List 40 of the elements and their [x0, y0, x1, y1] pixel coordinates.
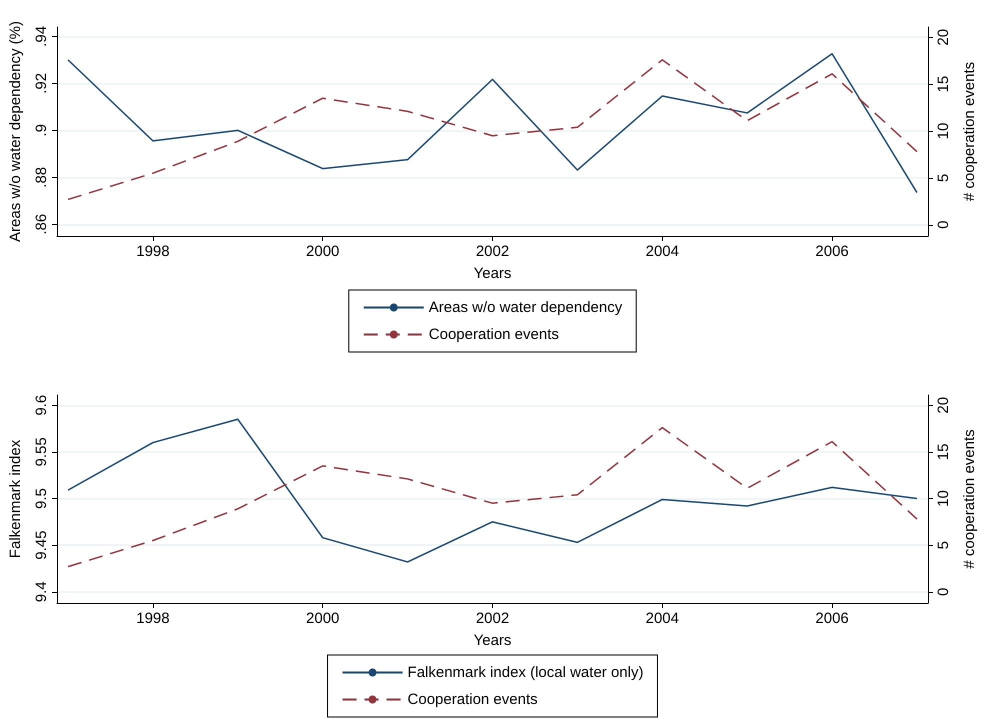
y-tick-label: 9.5	[33, 488, 50, 509]
x-tick-label: 2000	[306, 610, 340, 627]
x-tick-label: 1998	[136, 610, 170, 627]
x-tick-label: 2004	[646, 243, 679, 260]
legend-label: Falkenmark index (local water only)	[408, 664, 644, 681]
y2-axis-title: # cooperation events	[961, 429, 978, 569]
x-tick-label: 2002	[476, 610, 510, 627]
x-axis-title: Years	[474, 632, 512, 649]
y-tick-label: .88	[33, 166, 50, 188]
y-tick-label: .9	[33, 124, 50, 137]
x-tick-label: 2004	[646, 610, 679, 627]
y-tick-label: .94	[33, 26, 50, 47]
y2-tick-label: 20	[935, 396, 952, 414]
y-axis-title: Areas w/o water dependency (%)	[7, 21, 24, 242]
y2-tick-label: 0	[935, 588, 952, 596]
legend-label: Cooperation events	[428, 326, 559, 343]
y2-tick-label: 15	[935, 444, 952, 460]
y2-tick-label: 15	[935, 76, 952, 93]
y2-tick-label: 5	[935, 541, 952, 550]
x-tick-label: 2002	[476, 243, 510, 260]
y-tick-label: 9.4	[33, 581, 50, 602]
x-tick-label: 2006	[815, 610, 849, 627]
y2-tick-label: 0	[935, 220, 952, 229]
y-tick-label: .86	[33, 214, 50, 235]
y2-tick-label: 10	[935, 122, 952, 140]
y2-axis-title: # cooperation events	[961, 62, 978, 202]
y-tick-label: 9.55	[33, 437, 50, 466]
legend-label: Cooperation events	[408, 691, 538, 708]
x-axis-title: Years	[474, 265, 512, 282]
y-tick-label: 9.45	[33, 530, 50, 560]
legend-label: Areas w/o water dependency	[428, 299, 623, 316]
y-axis-title: Falkenmark index	[7, 439, 24, 558]
y2-tick-label: 20	[935, 28, 952, 46]
y2-tick-label: 10	[935, 490, 952, 507]
y-tick-label: .92	[33, 72, 50, 94]
x-tick-label: 2000	[306, 243, 340, 260]
y2-tick-label: 5	[935, 174, 952, 182]
x-tick-label: 2006	[815, 243, 849, 260]
x-tick-label: 1998	[136, 243, 170, 260]
y-tick-label: 9.6	[33, 394, 50, 416]
